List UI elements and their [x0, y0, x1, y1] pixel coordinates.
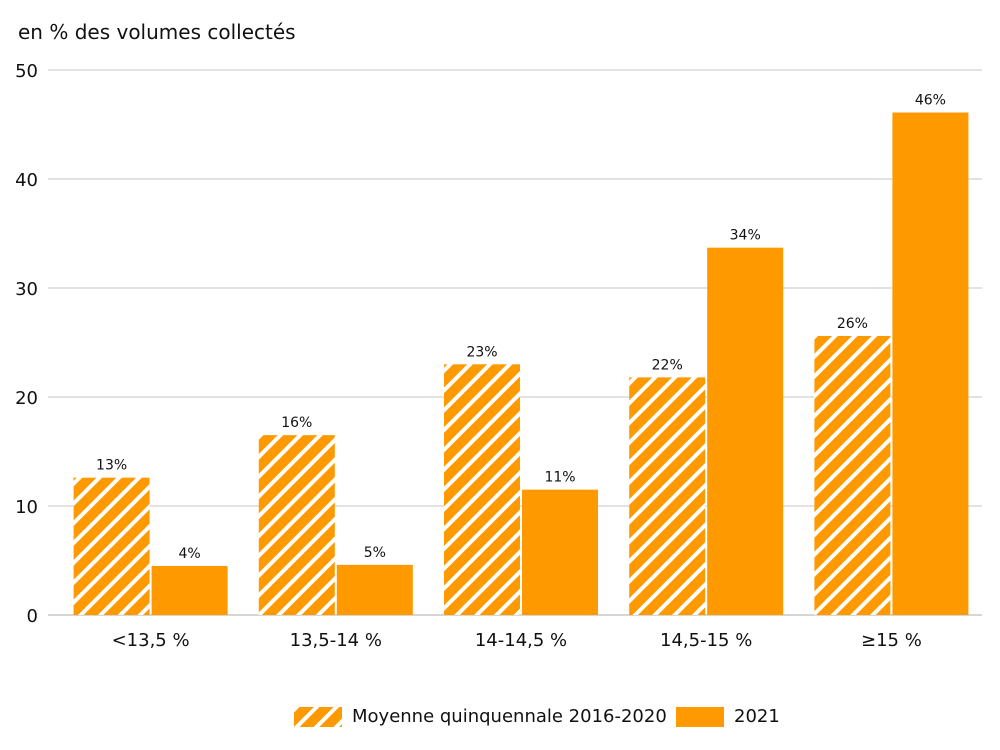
x-tick-label: ≥15 %: [861, 630, 922, 651]
data-label: 34%: [730, 228, 761, 244]
bars: [73, 112, 969, 616]
y-tick-label: 10: [15, 497, 38, 518]
bar-average: [814, 335, 891, 615]
hatched-swatch-icon: [294, 706, 342, 727]
legend-label-series-2: 2021: [734, 706, 780, 727]
data-label: 26%: [837, 316, 868, 332]
data-label: 5%: [364, 545, 386, 561]
bar-average: [73, 477, 150, 615]
bar-2021: [707, 247, 784, 616]
bar-2021: [336, 564, 413, 615]
bar-average: [258, 435, 335, 615]
x-tick-label: 13,5-14 %: [290, 630, 382, 651]
y-tick-label: 0: [27, 606, 38, 627]
bar-2021: [522, 489, 598, 615]
y-axis-unit-label: en % des volumes collectés: [18, 20, 296, 44]
data-label: 11%: [544, 470, 575, 486]
legend-item-series-1: Moyenne quinquennale 2016-2020: [294, 706, 667, 727]
data-labels: 13% 4% 16% 5% 23% 11% 22% 34% 26% 46%: [96, 93, 946, 562]
bar-average: [444, 364, 520, 615]
y-tick-label: 50: [15, 61, 38, 82]
y-tick-label: 30: [15, 279, 38, 300]
x-tick-label: 14,5-15 %: [660, 630, 752, 651]
y-tick-label: 40: [15, 170, 38, 191]
legend-item-series-2: 2021: [676, 706, 780, 727]
bar-average: [629, 377, 706, 615]
bar-2021: [151, 565, 228, 615]
data-label: 16%: [281, 415, 312, 431]
data-label: 4%: [178, 546, 200, 562]
legend: Moyenne quinquennale 2016-2020 2021: [0, 706, 1000, 736]
data-label: 13%: [96, 458, 127, 474]
solid-swatch-icon: [676, 706, 724, 727]
data-label: 46%: [915, 93, 946, 109]
x-axis: <13,5 % 13,5-14 % 14-14,5 % 14,5-15 % ≥15 %: [112, 630, 922, 651]
y-axis: 0 10 20 30 40 50: [15, 61, 38, 627]
y-tick-label: 20: [15, 388, 38, 409]
legend-label-series-1: Moyenne quinquennale 2016-2020: [352, 706, 667, 727]
bar-2021: [892, 112, 969, 615]
data-label: 23%: [466, 344, 497, 360]
x-tick-label: 14-14,5 %: [475, 630, 567, 651]
data-label: 22%: [652, 357, 683, 373]
x-tick-label: <13,5 %: [112, 630, 190, 651]
